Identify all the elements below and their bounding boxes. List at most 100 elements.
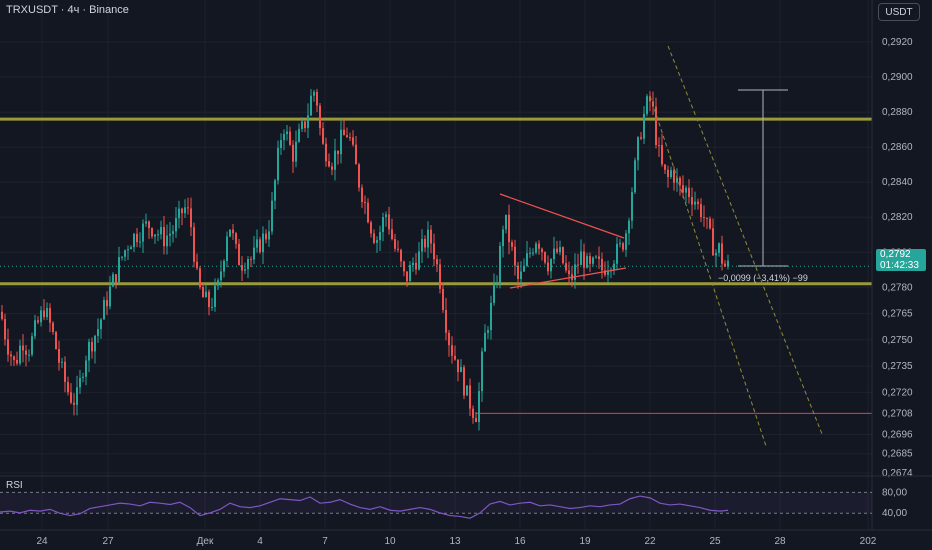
candle-body (238, 243, 240, 266)
price-tick-label: 0,2860 (882, 142, 913, 153)
candle-body (484, 332, 486, 352)
candle-body (190, 208, 192, 228)
candle-body (565, 263, 567, 271)
candle-body (367, 202, 369, 223)
candle-body (451, 345, 453, 356)
candle-body (379, 232, 381, 241)
candle-body (322, 128, 324, 144)
candle-body (85, 360, 87, 377)
currency-button[interactable]: USDT (878, 3, 920, 21)
candle-body (175, 218, 177, 232)
candle-body (349, 137, 351, 139)
price-axis: 0,29200,29000,28800,28600,28400,28200,28… (871, 0, 913, 530)
candle-body (622, 243, 624, 250)
candle-body (34, 320, 36, 337)
candle-body (280, 140, 282, 148)
rsi-label[interactable]: RSI (6, 480, 23, 491)
candle-body (709, 218, 711, 229)
price-tick-label: 0,2720 (882, 387, 913, 398)
candle-body (220, 271, 222, 281)
candle-body (589, 256, 591, 264)
candle-body (211, 306, 213, 308)
candle-body (121, 256, 123, 258)
candle-body (595, 256, 597, 258)
candle-body (616, 243, 618, 264)
candle-body (358, 164, 360, 188)
candle-body (529, 252, 531, 254)
candle-body (187, 207, 189, 209)
candle-body (397, 248, 399, 250)
candle-body (568, 270, 570, 275)
candle-body (382, 217, 384, 233)
time-tick-label: 25 (709, 536, 721, 547)
rsi-band (0, 492, 872, 514)
triangle-lower-line (509, 267, 627, 289)
candle-body (256, 239, 258, 248)
candle-body (586, 256, 588, 268)
candle-body (178, 208, 180, 219)
candle-body (241, 265, 243, 271)
price-tick-label: 0,2696 (882, 429, 913, 440)
time-tick-label: 22 (644, 536, 656, 547)
candle-body (409, 265, 411, 282)
candle-body (286, 131, 288, 135)
candle-body (532, 252, 534, 254)
candle-body (292, 144, 294, 162)
candle-body (580, 251, 582, 265)
candle-body (661, 145, 663, 165)
candle-body (481, 351, 483, 392)
triangle-upper-line (499, 193, 625, 239)
candle-body (307, 115, 309, 128)
candle-body (154, 234, 156, 237)
candle-body (556, 248, 558, 253)
candle-body (448, 332, 450, 346)
rsi-line (0, 495, 729, 519)
measure-label: −0,0099 (−3,41%) −99 (718, 273, 808, 283)
candle-body (574, 264, 576, 280)
candle-body (202, 287, 204, 298)
candle-body (13, 356, 15, 360)
candle-body (715, 252, 717, 256)
price-tick-label: 0,2780 (882, 282, 913, 293)
candle-body (436, 259, 438, 265)
candle-body (103, 299, 105, 320)
time-tick-label: 13 (449, 536, 461, 547)
time-tick-label: 19 (579, 536, 591, 547)
candle-body (163, 227, 165, 247)
candle-body (658, 145, 660, 147)
candle-body (655, 106, 657, 146)
candle-body (466, 385, 468, 396)
candle-body (526, 253, 528, 266)
candle-body (541, 248, 543, 253)
candle-body (520, 271, 522, 279)
channel-lower-line (649, 95, 767, 447)
candle-body (340, 129, 342, 155)
candle-body (577, 264, 579, 266)
candle-body (583, 251, 585, 268)
candle-body (499, 246, 501, 284)
candle-body (508, 214, 510, 243)
candle-body (22, 345, 24, 351)
candle-body (478, 391, 480, 422)
candle-body (727, 260, 729, 267)
candle-body (91, 341, 93, 352)
candle-body (301, 121, 303, 129)
candle-body (304, 121, 306, 128)
candle-body (160, 227, 162, 235)
candle-body (112, 274, 114, 287)
time-tick-label: 4 (257, 536, 263, 547)
candle-body (142, 223, 144, 242)
candle-body (355, 144, 357, 165)
candle-body (370, 222, 372, 234)
candle-body (217, 280, 219, 286)
candle-body (361, 187, 363, 203)
time-axis: 24 27 Дек 4 7 10 13 16 19 22 25 28 202 (0, 529, 932, 547)
candle-body (199, 268, 201, 288)
price-tick-label: 0,2880 (882, 107, 913, 118)
symbol-title[interactable]: TRXUSDT · 4ч · Binance (6, 4, 129, 16)
candle-body (19, 345, 21, 364)
rsi-pane (0, 475, 932, 519)
candle-body (79, 377, 81, 388)
candle-body (262, 233, 264, 253)
